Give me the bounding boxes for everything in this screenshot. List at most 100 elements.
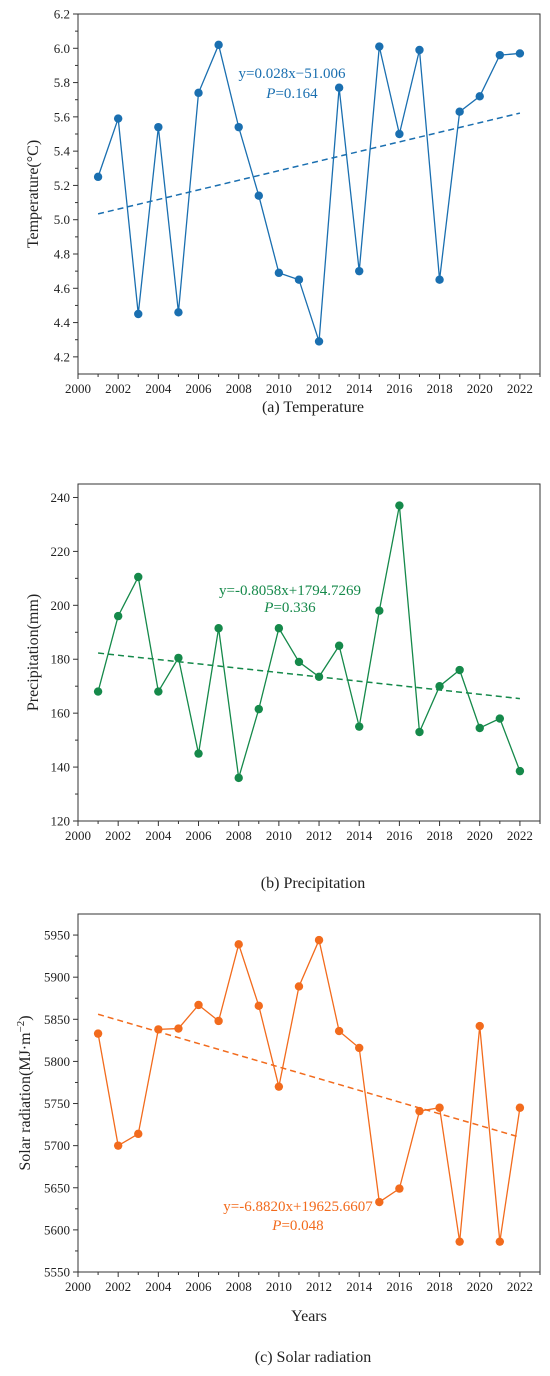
chart-1-p-value: P=0.164	[265, 86, 318, 102]
chart-1-data-point	[515, 49, 525, 58]
chart-2-x-tick-label: 2000	[65, 828, 91, 843]
chart-2-data-point	[395, 501, 404, 510]
chart-1-data-point	[194, 88, 203, 98]
chart-3-p-number: =0.048	[281, 1218, 323, 1234]
chart-3-data-point	[93, 1029, 103, 1038]
chart-1-x-tick-label: 2020	[467, 381, 493, 396]
chart-2-x-tick-label: 2014	[346, 828, 373, 843]
chart-3-data-point	[154, 1025, 163, 1034]
chart-1-y-tick-label: 5.0	[54, 212, 70, 227]
chart-2-x-tick-label: 2010	[266, 828, 292, 843]
chart-2-data-point	[415, 727, 424, 737]
chart-1-series-line	[97, 42, 520, 342]
chart-3-data-point	[515, 1103, 525, 1112]
chart-2-data-point	[214, 624, 223, 633]
chart-1-plot-frame	[77, 13, 541, 375]
chart-1-y-tick-label: 4.6	[54, 281, 71, 296]
chart-3-y-tick-label: 5900	[44, 970, 70, 985]
chart-2-x-tick-label: 2004	[145, 828, 172, 843]
chart-1-y-tick-label: 5.4	[54, 144, 71, 159]
chart-3-data-point	[234, 940, 243, 949]
chart-2-x-tick-label: 2006	[186, 828, 213, 843]
chart-3-data-point	[334, 1026, 344, 1036]
chart-1-x-tick-label: 2016	[386, 381, 413, 396]
chart-1-data-point	[495, 50, 505, 60]
chart-2-plot-frame	[77, 483, 541, 822]
chart-2-data-point	[134, 572, 143, 582]
chart-2-data-point	[274, 624, 284, 633]
chart-2-y-tick-label: 120	[51, 814, 71, 829]
chart-3-x-tick-label: 2006	[186, 1279, 213, 1294]
chart-2-data-point	[194, 749, 203, 758]
chart-3-data-point	[294, 982, 304, 991]
chart-2-x-tick-label: 2012	[306, 828, 332, 843]
chart-3-series-line	[97, 938, 521, 1242]
chart-1-x-tick-label: 2010	[266, 381, 292, 396]
chart-3-x-tick-label: 2018	[427, 1279, 453, 1294]
chart-2-x-tick-label: 2016	[386, 828, 413, 843]
chart-1-data-point	[415, 45, 424, 55]
chart-1-y-tick-label: 4.4	[54, 315, 71, 330]
chart-2-data-point	[93, 687, 103, 696]
chart-1-trend-line	[97, 112, 521, 215]
chart-3-x-tick-label: 2022	[507, 1279, 533, 1294]
chart-2-trend-line	[98, 652, 520, 700]
chart-1-y-tick-label: 5.2	[54, 178, 70, 193]
chart-3-caption: (c) Solar radiation	[255, 1349, 371, 1366]
chart-1-x-tick-label: 2022	[507, 381, 533, 396]
chart-1-x-tick-label: 2014	[346, 381, 373, 396]
chart-3-data-point	[395, 1184, 404, 1193]
chart-3-y-tick-label: 5650	[44, 1180, 70, 1195]
chart-1-data-point	[334, 83, 344, 92]
chart-3-x-tick-label: 2020	[467, 1279, 493, 1294]
chart-1-y-tick-label: 6.2	[54, 7, 70, 22]
chart-1-data-point	[355, 266, 364, 276]
chart-1-data-point	[154, 122, 163, 132]
chart-3-data-point	[174, 1024, 183, 1033]
chart-1-y-tick-label: 4.2	[54, 349, 70, 364]
chart-1-trend-equation: y=0.028x−51.006	[239, 66, 346, 82]
chart-1-data-point	[214, 40, 223, 50]
chart-3-y-axis-title-end: )	[17, 1015, 34, 1020]
chart-2-x-tick-label: 2022	[507, 828, 533, 843]
chart-3-data-point	[194, 1000, 203, 1010]
chart-1-y-tick-label: 5.6	[54, 109, 71, 124]
chart-3-x-axis-title: Years	[291, 1308, 327, 1325]
chart-1-data-point	[475, 92, 484, 101]
chart-3-y-tick-label: 5800	[44, 1054, 70, 1069]
chart-1-data-point	[375, 42, 384, 51]
chart-2-data-point	[334, 641, 344, 650]
chart-1-x-tick-label: 2012	[306, 381, 332, 396]
chart-3-y-tick-label: 5700	[44, 1138, 70, 1153]
chart-2-y-tick-label: 200	[51, 598, 71, 613]
chart-3-p-value: P=0.048	[271, 1218, 323, 1234]
chart-1-x-tick-label: 2002	[105, 381, 131, 396]
chart-3-p-symbol: P	[271, 1218, 281, 1234]
chart-3-y-tick-label: 5950	[44, 928, 70, 943]
chart-2-y-tick-label: 140	[51, 760, 71, 775]
chart-1-y-tick-label: 5.8	[54, 75, 70, 90]
chart-2-data-point	[294, 657, 304, 667]
chart-1-data-point	[93, 172, 103, 182]
chart-3: 5550 5600 5650 5700 5750 5800 5850 5900 5950 2000…	[15, 913, 541, 1366]
chart-3-data-point	[274, 1082, 284, 1091]
chart-2-data-point	[355, 722, 364, 731]
chart-3-y-tick-label: 5550	[44, 1265, 70, 1280]
chart-2-p-symbol: P	[263, 600, 273, 616]
chart-3-y-tick-label: 5850	[44, 1012, 70, 1027]
chart-1-x-tick-label: 2004	[145, 381, 172, 396]
chart-3-x-tick-label: 2004	[145, 1279, 172, 1294]
chart-1-data-point	[113, 114, 123, 123]
chart-2-data-point	[174, 653, 183, 663]
chart-2-y-tick-label: 220	[51, 544, 71, 559]
chart-3-data-point	[435, 1103, 444, 1112]
chart-2-data-point	[154, 687, 163, 696]
chart-3-x-tick-label: 2014	[346, 1279, 373, 1294]
chart-1-data-point	[234, 122, 243, 132]
chart-2-y-tick-label: 180	[51, 652, 71, 667]
chart-1-y-axis-title: Temperature(°C)	[25, 140, 42, 248]
chart-3-trend-line	[97, 1013, 521, 1138]
chart-2-caption: (b) Precipitation	[261, 875, 365, 892]
chart-2-data-point	[475, 723, 484, 733]
